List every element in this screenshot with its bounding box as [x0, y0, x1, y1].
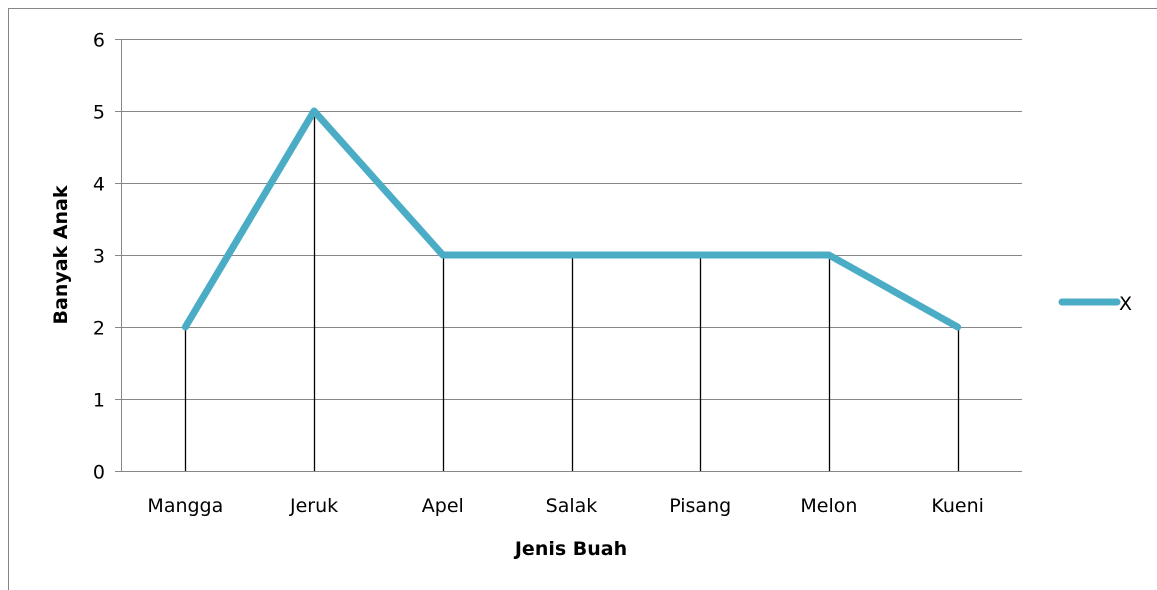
x-axis-title: Jenis Buah [513, 538, 627, 560]
y-tick-label-5: 5 [93, 102, 105, 124]
y-tick-label-0: 0 [93, 462, 105, 484]
series-line-0 [181, 107, 962, 331]
x-tick-labels: Mangga Jeruk Apel Salak Pisang Melon Kueni [147, 495, 983, 517]
x-tick-label-0: Mangga [147, 495, 223, 517]
y-tick-label-3: 3 [93, 246, 105, 268]
x-tick-label-2: Apel [422, 495, 464, 517]
y-axis-title: Banyak Anak [50, 185, 72, 324]
x-tick-label-3: Salak [546, 495, 598, 517]
y-tick-label-6: 6 [93, 30, 105, 52]
legend-label-x: X [1119, 293, 1132, 315]
x-tick-label-6: Kueni [931, 495, 984, 517]
gridlines [121, 39, 1022, 400]
x-tick-label-5: Melon [800, 495, 857, 517]
y-tick-label-2: 2 [93, 318, 105, 340]
y-tick-labels: 0 1 2 3 4 5 6 [93, 30, 105, 484]
y-tick-label-1: 1 [93, 390, 105, 412]
axes [115, 39, 1022, 472]
drop-lines [184, 111, 960, 471]
y-tick-label-4: 4 [93, 174, 105, 196]
x-tick-label-4: Pisang [669, 495, 731, 517]
legend: X [1058, 293, 1132, 315]
series-lines [181, 107, 962, 331]
x-tick-label-1: Jeruk [289, 495, 338, 517]
